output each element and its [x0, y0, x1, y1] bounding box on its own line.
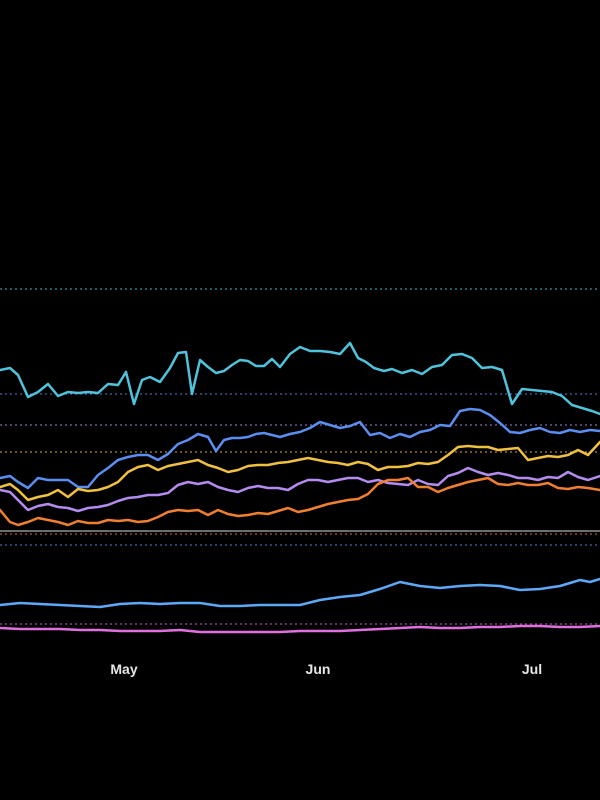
x-tick-label-jul: Jul [522, 661, 542, 677]
series-lines [0, 341, 600, 634]
series-line-6 [0, 577, 600, 609]
reference-lines [0, 288, 600, 625]
series-line-7 [0, 624, 600, 634]
series-line-3 [0, 440, 600, 502]
x-axis-ticks: May Jun Jul [110, 661, 542, 677]
series-line-1 [0, 341, 600, 416]
series-line-2 [0, 407, 600, 490]
x-tick-label-may: May [110, 661, 137, 677]
x-tick-label-jun: Jun [306, 661, 331, 677]
series-line-5 [0, 476, 600, 527]
series-line-4 [0, 466, 600, 513]
